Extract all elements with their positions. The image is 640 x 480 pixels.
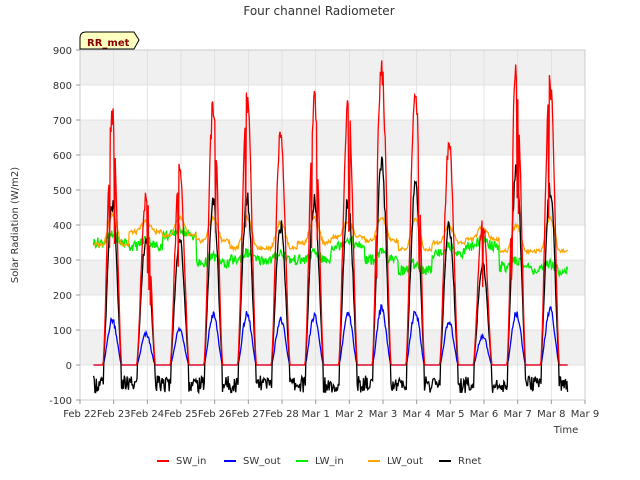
grid-band bbox=[80, 295, 585, 330]
grid-band bbox=[80, 225, 585, 260]
x-tick-label: Mar 4 bbox=[402, 409, 430, 420]
y-tick-label: 200 bbox=[53, 291, 72, 302]
y-axis-ticks: -100 0 100 200 300 400 500 600 700 800 900 bbox=[49, 46, 80, 407]
grid-band bbox=[80, 330, 585, 365]
station-badge-shape bbox=[79, 31, 140, 50]
x-tick-label: Feb 22 bbox=[63, 409, 97, 420]
legend-label-sw-in: SW_in bbox=[176, 456, 206, 467]
series-line-lw-out bbox=[93, 212, 569, 256]
y-tick-label: 400 bbox=[53, 221, 72, 232]
x-tick-label: Feb 25 bbox=[164, 409, 198, 420]
y-axis-title: Solar Radiation (W/m2) bbox=[10, 167, 21, 283]
legend-label-lw-out: LW_out bbox=[387, 456, 423, 467]
x-tick-label: Feb 24 bbox=[131, 409, 165, 420]
legend-label-sw-out: SW_out bbox=[243, 456, 281, 467]
grid-band bbox=[80, 120, 585, 155]
x-tick-label: Mar 9 bbox=[571, 409, 599, 420]
x-tick-label: Mar 2 bbox=[335, 409, 363, 420]
x-tick-label: Feb 27 bbox=[232, 409, 266, 420]
y-tick-label: 0 bbox=[66, 361, 72, 372]
series-line-sw-in bbox=[93, 60, 568, 366]
x-tick-label: Feb 26 bbox=[198, 409, 232, 420]
chart-title: Four channel Radiometer bbox=[243, 4, 394, 18]
legend-label-lw-in: LW_in bbox=[315, 456, 344, 467]
x-tick-label: Mar 3 bbox=[369, 409, 397, 420]
grid-band bbox=[80, 85, 585, 120]
x-tick-label: Mar 7 bbox=[503, 409, 531, 420]
y-tick-label: 300 bbox=[53, 256, 72, 267]
grid-band bbox=[80, 50, 585, 85]
y-tick-label: 700 bbox=[53, 116, 72, 127]
x-tick-label: Feb 28 bbox=[265, 409, 299, 420]
legend-label-rnet: Rnet bbox=[458, 456, 481, 467]
y-tick-label: 500 bbox=[53, 186, 72, 197]
x-tick-label: Mar 1 bbox=[301, 409, 329, 420]
x-tick-label: Mar 5 bbox=[436, 409, 464, 420]
grid-band bbox=[80, 155, 585, 190]
x-tick-label: Feb 23 bbox=[97, 409, 131, 420]
x-axis-ticks: Feb 22 Feb 23 Feb 24 Feb 25 Feb 26 Feb 27 Feb … bbox=[63, 400, 599, 420]
y-tick-label: 900 bbox=[53, 46, 72, 57]
series-lines bbox=[92, 60, 569, 395]
legend: SW_in SW_out LW_in LW_out Rnet bbox=[157, 456, 481, 467]
y-tick-label: 600 bbox=[53, 151, 72, 162]
y-tick-label: 800 bbox=[53, 81, 72, 92]
y-tick-label: 100 bbox=[53, 326, 72, 337]
station-badge: RR_met bbox=[79, 31, 140, 50]
x-tick-label: Mar 8 bbox=[537, 409, 565, 420]
series-line-lw-in bbox=[92, 222, 569, 279]
y-tick-label: -100 bbox=[49, 396, 72, 407]
x-axis-title: Time bbox=[553, 425, 578, 436]
plot-bands bbox=[80, 50, 585, 400]
station-label: RR_met bbox=[87, 38, 130, 49]
grid-band bbox=[80, 190, 585, 225]
x-tick-label: Mar 6 bbox=[470, 409, 498, 420]
